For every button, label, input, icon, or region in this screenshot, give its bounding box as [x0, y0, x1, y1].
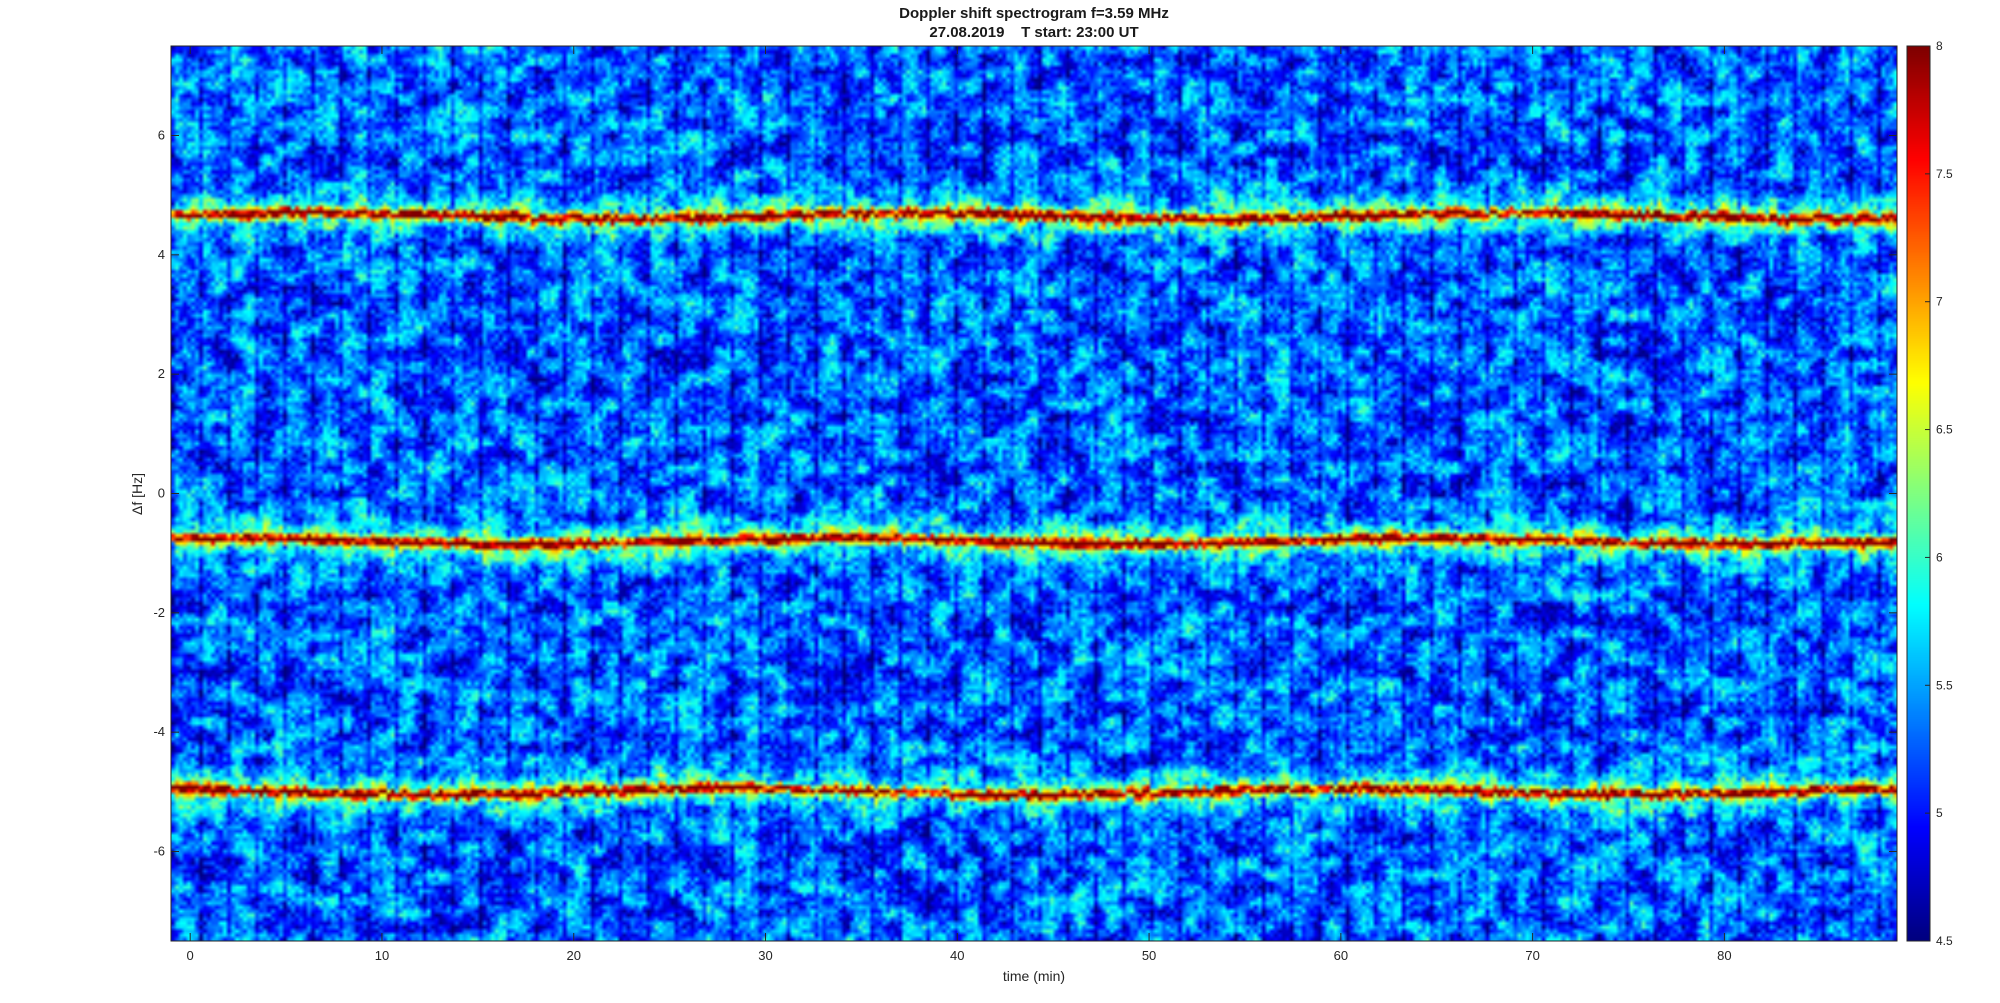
colorbar-tick-label: 7	[1936, 295, 1943, 309]
x-tick-label: 10	[375, 948, 389, 963]
x-tick-label: 20	[566, 948, 580, 963]
colorbar-tick-label: 5.5	[1936, 678, 1953, 692]
y-tick-label: -2	[153, 605, 165, 620]
x-tick-label: 80	[1717, 948, 1731, 963]
colorbar-frame	[1906, 45, 1931, 942]
y-tick-label: -6	[153, 844, 165, 859]
y-tick-label: 0	[158, 486, 165, 501]
x-axis-label: time (min)	[1003, 968, 1065, 984]
spectrogram-heatmap	[171, 46, 1897, 941]
y-axis: -6 -4 -2 0 2 4 6	[153, 128, 1897, 859]
y-tick-label: 2	[158, 366, 165, 381]
colorbar-gradient	[1907, 46, 1930, 941]
colorbar-tick-label: 4.5	[1936, 934, 1953, 948]
x-tick-label: 0	[187, 948, 194, 963]
colorbar-tick-label: 6.5	[1936, 423, 1953, 437]
y-tick-label: -4	[153, 724, 165, 739]
x-tick-label: 30	[758, 948, 772, 963]
x-axis: 0 10 20 30 40 50 60 70 80	[187, 46, 1732, 963]
colorbar: 4.5 5 5.5 6 6.5 7 7.5 8	[1906, 39, 1953, 948]
y-axis-label: Δf [Hz]	[129, 473, 145, 515]
x-tick-label: 70	[1525, 948, 1539, 963]
y-tick-label: 4	[158, 247, 165, 262]
chart-title: Doppler shift spectrogram f=3.59 MHz	[899, 5, 1169, 22]
y-tick-label: 6	[158, 128, 165, 143]
x-tick-label: 50	[1142, 948, 1156, 963]
colorbar-ticks: 4.5 5 5.5 6 6.5 7 7.5 8	[1925, 39, 1953, 948]
x-tick-label: 40	[950, 948, 964, 963]
colorbar-tick-label: 8	[1936, 39, 1943, 53]
plot-area	[170, 45, 1898, 942]
chart-subtitle: 27.08.2019 T start: 23:00 UT	[929, 24, 1138, 41]
colorbar-tick-label: 5	[1936, 806, 1943, 820]
colorbar-tick-label: 6	[1936, 550, 1943, 564]
x-tick-label: 60	[1334, 948, 1348, 963]
colorbar-tick-label: 7.5	[1936, 167, 1953, 181]
